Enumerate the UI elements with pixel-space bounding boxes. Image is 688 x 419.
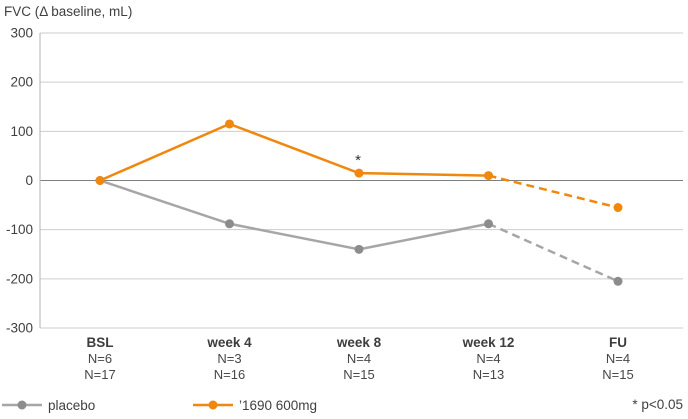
y-tick-label: -200 xyxy=(6,271,33,286)
x-n-count-label: N=15 xyxy=(343,367,374,382)
x-n-count-label: N=6 xyxy=(88,351,112,366)
drug-1690-600mg-point-3 xyxy=(484,171,493,181)
drug-1690-600mg-point-1 xyxy=(225,119,234,129)
legend-label-placebo: placebo xyxy=(48,397,96,413)
x-n-count-label: N=17 xyxy=(84,367,115,382)
placebo-point-2 xyxy=(354,244,364,254)
placebo-point-1 xyxy=(225,219,234,229)
x-category-label: week 8 xyxy=(336,335,382,350)
legend-item-1690-600mg: ’1690 600mg xyxy=(193,397,317,413)
placebo-line xyxy=(99,179,489,251)
drug-line-swatch-icon xyxy=(193,400,233,410)
x-n-count-label: N=15 xyxy=(602,367,633,382)
legend: placebo ’1690 600mg * p<0.05 xyxy=(0,397,688,415)
placebo-point-4 xyxy=(613,276,623,286)
drug-1690-600mg-line xyxy=(99,122,489,182)
x-n-count-label: N=4 xyxy=(476,351,500,366)
drug-1690-600mg-point-0 xyxy=(95,176,105,185)
significance-asterisk: * xyxy=(355,152,361,169)
y-tick-label: 0 xyxy=(25,173,33,188)
x-category-label: week 4 xyxy=(206,335,252,350)
y-tick-label: 200 xyxy=(10,75,33,90)
y-tick-label: 300 xyxy=(10,26,33,41)
y-tick-label: -300 xyxy=(6,321,33,336)
placebo-dashed-line xyxy=(487,222,619,283)
x-n-count-label: N=16 xyxy=(214,367,245,382)
pvalue-note: * p<0.05 xyxy=(632,397,683,412)
placebo-line-swatch-icon xyxy=(2,400,42,410)
x-n-count-label: N=4 xyxy=(347,351,371,366)
y-tick-label: -100 xyxy=(6,222,33,237)
drug-1690-600mg-point-2 xyxy=(354,168,364,178)
legend-label-1690-600mg: ’1690 600mg xyxy=(239,397,318,413)
chart-title: FVC (Δ baseline, mL) xyxy=(4,4,133,19)
x-category-label: FU xyxy=(609,335,627,350)
x-n-count-label: N=3 xyxy=(217,351,241,366)
x-n-count-label: N=4 xyxy=(606,351,630,366)
x-category-label: BSL xyxy=(87,335,114,350)
x-category-label: week 12 xyxy=(462,335,515,350)
y-tick-label: 100 xyxy=(10,124,33,139)
placebo-point-3 xyxy=(484,219,493,229)
drug-1690-600mg-point-4 xyxy=(613,203,623,213)
drug-1690-600mg-dashed-line xyxy=(488,174,619,209)
legend-item-placebo: placebo xyxy=(2,397,95,413)
x-n-count-label: N=13 xyxy=(473,367,504,382)
